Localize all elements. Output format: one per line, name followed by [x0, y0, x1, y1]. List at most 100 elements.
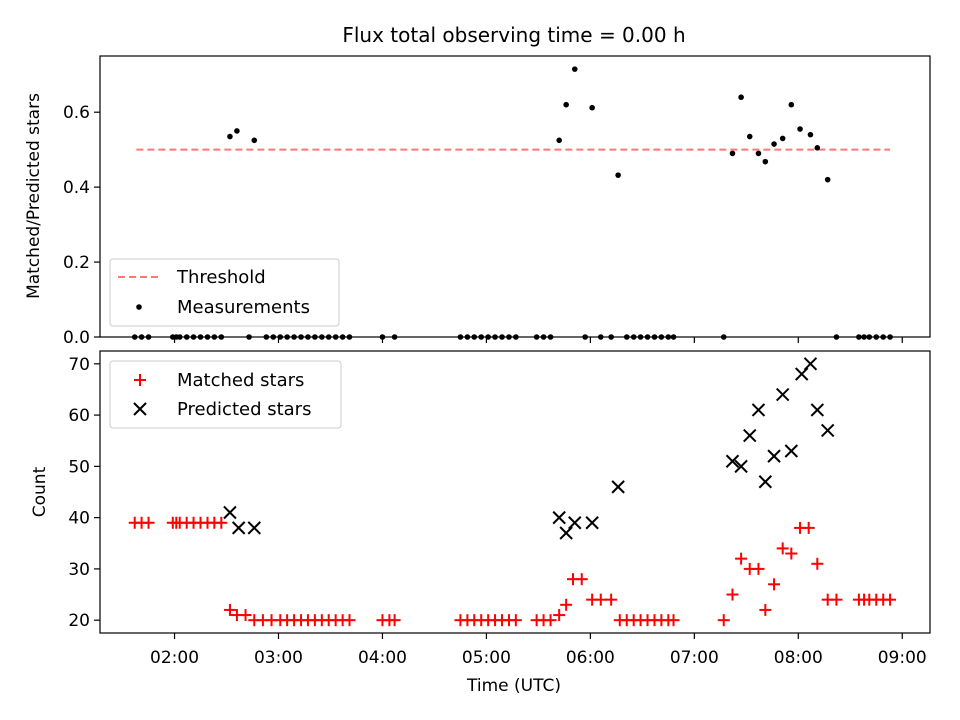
predicted-star-point	[725, 454, 740, 468]
matched-star-point	[560, 598, 573, 611]
legend-matched-swatch	[134, 374, 146, 386]
measurement-point	[746, 133, 753, 140]
bottom-axes-frame	[99, 350, 931, 634]
predicted-star-point	[751, 403, 766, 417]
measurement-point	[779, 135, 786, 142]
measurement-point	[615, 172, 621, 178]
top-axes-frame	[99, 55, 931, 338]
predicted-star-point	[585, 516, 599, 530]
matched-star-point	[811, 557, 824, 570]
bottom-y-tick-label: 30	[68, 560, 90, 580]
matched-star-point	[884, 593, 897, 606]
predicted-star-point	[775, 387, 790, 402]
bottom-panel: 20 30 40 50 60 70 02:00 03:00 04:00 05:00 06:00 07:…	[30, 350, 931, 696]
measurement-point	[807, 131, 814, 138]
bottom-y-axis-label: Count	[30, 466, 50, 517]
matched-star-point	[544, 614, 557, 627]
matched-star-point	[605, 593, 618, 606]
predicted-star-point	[552, 510, 566, 525]
x-tick-label: 02:00	[150, 648, 199, 668]
bottom-y-tick-label: 40	[68, 509, 90, 529]
measurement-point	[814, 144, 821, 151]
measurement-point	[571, 66, 578, 72]
matched-star-point	[215, 516, 228, 529]
measurement-point	[729, 150, 736, 157]
predicted-star-point	[559, 526, 573, 540]
measurement-point	[824, 176, 831, 183]
predicted-star-point	[758, 475, 773, 489]
predicted-star-point	[810, 403, 825, 417]
legend-measurements-swatch	[136, 304, 142, 310]
top-panel: 0.0 0.2 0.4 0.6 Matched/Predicted stars Thr…	[24, 55, 931, 348]
x-tick-label: 07:00	[670, 648, 719, 668]
legend-measurements-label: Measurements	[177, 297, 310, 318]
legend-matched-label: Matched stars	[177, 370, 304, 391]
legend-predicted-label: Predicted stars	[177, 399, 311, 420]
matched-star-point	[759, 603, 772, 616]
top-y-axis-label: Matched/Predicted stars	[24, 93, 44, 299]
legend-threshold-label: Threshold	[176, 267, 266, 288]
matched-star-point	[594, 593, 607, 606]
matched-star-point	[802, 521, 815, 534]
matched-star-point	[575, 573, 588, 586]
measurement-point	[738, 94, 744, 101]
matched-star-point	[223, 603, 236, 616]
matched-star-point	[343, 614, 356, 627]
predicted-star-point	[223, 505, 237, 520]
top-y-tick-label: 0.6	[63, 103, 90, 123]
matched-star-point	[752, 562, 765, 575]
legend-predicted-swatch	[133, 402, 147, 416]
x-axis-label: Time (UTC)	[466, 676, 561, 696]
top-legend: Threshold Measurements	[109, 258, 340, 327]
predicted-star-point	[803, 357, 818, 371]
predicted-star-point	[784, 444, 799, 458]
matched-star-point	[667, 614, 680, 627]
predicted-star-point	[795, 367, 809, 381]
measurement-point	[556, 137, 562, 144]
x-tick-label: 09:00	[878, 648, 927, 668]
top-y-tick-label: 0.0	[63, 328, 90, 348]
predicted-star-point	[247, 521, 261, 535]
matched-star-point	[776, 542, 789, 555]
top-y-tick-label: 0.4	[63, 178, 90, 198]
measurement-point	[788, 101, 795, 108]
x-tick-label: 03:00	[254, 648, 303, 668]
measurement-point	[234, 128, 240, 134]
predicted-star-point	[820, 423, 835, 438]
x-tick-label: 05:00	[462, 648, 511, 668]
predicted-star-point	[611, 480, 625, 494]
matched-star-point	[735, 552, 748, 565]
bottom-legend: Matched stars Predicted stars	[109, 360, 342, 429]
matched-star-point	[830, 593, 843, 606]
measurement-point	[797, 126, 803, 132]
measurement-point	[251, 137, 258, 144]
matched-star-point	[768, 578, 781, 591]
bottom-y-tick-label: 60	[68, 406, 90, 426]
matched-star-point	[239, 609, 252, 622]
chart-title: Flux total observing time = 0.00 h	[342, 23, 685, 47]
predicted-star-point	[231, 521, 246, 535]
measurement-point	[755, 150, 762, 157]
predicted-star-point	[568, 516, 582, 530]
measurement-point	[563, 101, 569, 108]
predicted-star-point	[743, 428, 757, 443]
matched-star-point	[726, 588, 739, 601]
bottom-y-tick-label: 20	[68, 611, 90, 631]
matched-star-point	[717, 614, 730, 627]
measurement-point	[762, 158, 769, 165]
bottom-y-tick-label: 70	[68, 355, 90, 375]
x-tick-label: 06:00	[566, 648, 615, 668]
matched-star-point	[785, 547, 798, 560]
predicted-star-point	[767, 449, 781, 463]
x-tick-label: 04:00	[358, 648, 407, 668]
measurement-point	[771, 141, 777, 147]
matched-star-point	[142, 516, 155, 529]
matched-star-point	[388, 614, 401, 627]
predicted-star-point	[734, 459, 748, 474]
matched-star-point	[553, 609, 566, 622]
top-y-tick-label: 0.2	[63, 253, 90, 273]
measurement-point	[589, 104, 595, 111]
measurement-point	[227, 133, 233, 140]
x-tick-label: 08:00	[774, 648, 823, 668]
